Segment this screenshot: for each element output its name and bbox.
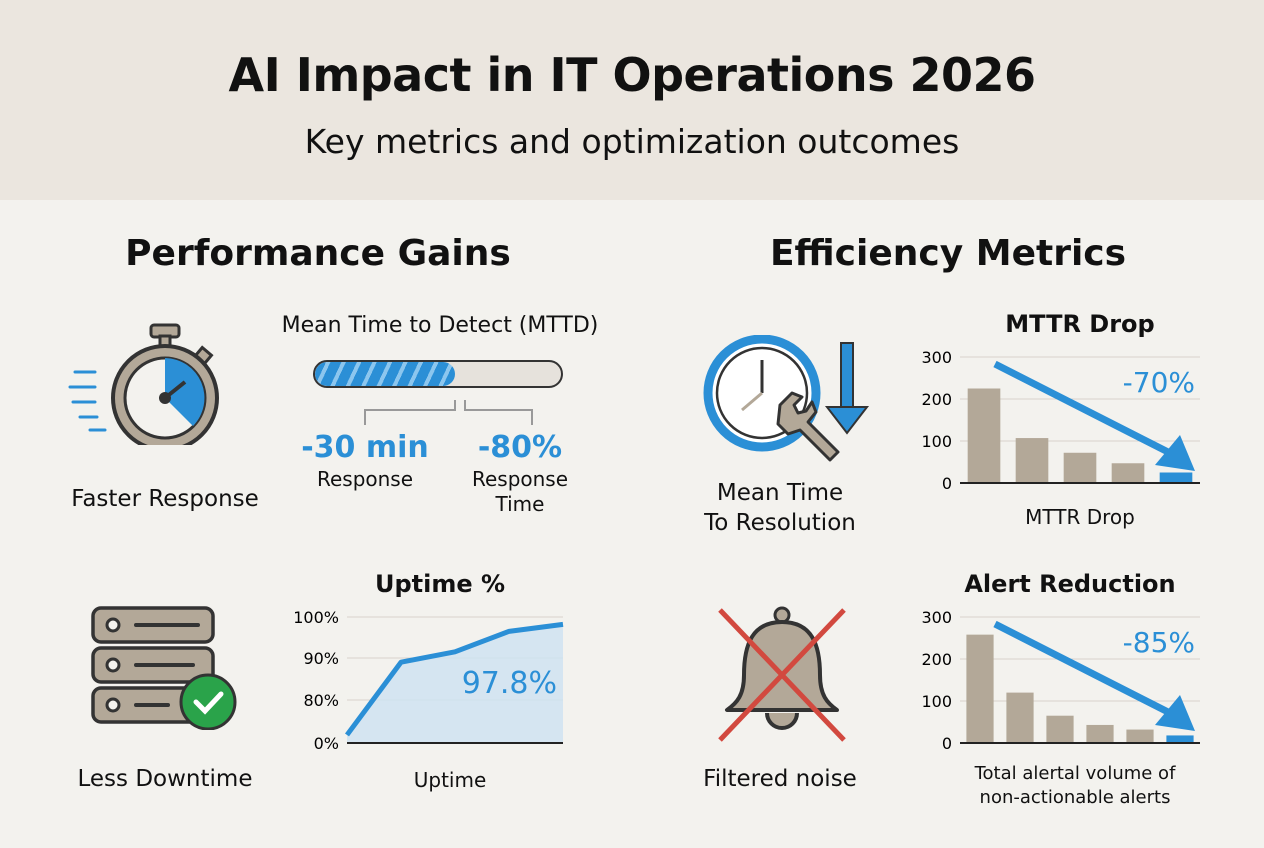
bar: [1166, 735, 1194, 743]
y-tick-label: 100%: [293, 608, 339, 627]
alert-xlabel: Total alertal volume of non-actionable al…: [940, 762, 1210, 810]
label-line: Mean Time: [716, 480, 844, 506]
bar: [967, 388, 1001, 483]
y-tick-label: 90%: [303, 649, 339, 668]
uptime-annotation: 97.8%: [462, 666, 557, 701]
mttd-stat-percent-label: Response Time: [445, 467, 595, 517]
mttr-xlabel: MTTR Drop: [1025, 505, 1135, 529]
stopwatch-icon: [68, 323, 219, 445]
uptime-xlabel: Uptime: [413, 768, 487, 792]
clock-wrench-down-arrow-icon: [703, 335, 870, 462]
mttd-progress-fill: [315, 362, 456, 386]
uptime-chart: 0% 80% 90% 100% 97.8%: [293, 608, 564, 753]
mttd-stat-minutes-label: Response: [316, 467, 414, 491]
y-tick-label: 0: [942, 734, 952, 753]
mttd-bracket: [364, 400, 533, 425]
bar: [1046, 715, 1074, 743]
y-tick-label: 300: [921, 608, 952, 627]
percent-annotation: -70%: [1123, 366, 1195, 399]
trend-arrow-head: [1155, 695, 1195, 731]
bar: [1111, 463, 1145, 483]
mttr-icon-label: Mean Time To Resolution: [680, 478, 880, 538]
uptime-area: [347, 624, 563, 743]
bell-crossed-icon: [718, 606, 846, 742]
section-heading-efficiency: Efficiency Metrics: [769, 233, 1127, 274]
percent-annotation: -85%: [1123, 626, 1195, 659]
bar: [1006, 692, 1034, 743]
header-band: [0, 0, 1264, 200]
uptime-line: [344, 621, 564, 737]
y-tick-label: 300: [921, 348, 952, 367]
filtered-noise-label: Filtered noise: [703, 766, 857, 792]
bar: [1015, 438, 1049, 483]
y-tick-label: 200: [921, 650, 952, 669]
page-title: AI Impact in IT Operations 2026: [228, 48, 1036, 102]
label-line: Total alertal volume of: [974, 763, 1176, 784]
bar: [1159, 472, 1193, 483]
less-downtime-label: Less Downtime: [77, 766, 253, 792]
server-check-icon: [91, 606, 237, 730]
bar: [1126, 729, 1154, 743]
page-subtitle: Key metrics and optimization outcomes: [304, 122, 960, 161]
bar: [1063, 452, 1097, 483]
trend-arrow-shaft: [993, 360, 1172, 457]
trend-arrow-shaft: [993, 620, 1172, 717]
label-line: To Resolution: [704, 510, 856, 536]
section-heading-performance: Performance Gains: [125, 233, 511, 274]
bar: [966, 634, 994, 743]
mttd-progress-bar: [313, 360, 563, 388]
y-tick-label: 100: [921, 432, 952, 451]
bar: [1086, 724, 1114, 743]
y-tick-label: 0: [942, 474, 952, 493]
mttd-title: Mean Time to Detect (MTTD): [281, 313, 599, 338]
alert-chart-title: Alert Reduction: [964, 570, 1176, 598]
y-tick-label: 80%: [303, 691, 339, 710]
uptime-chart-title: Uptime %: [374, 570, 506, 598]
trend-arrow-head: [1155, 435, 1195, 471]
mttd-stat-percent: -80%: [477, 430, 563, 465]
y-tick-label: 200: [921, 390, 952, 409]
label-line: Response: [471, 467, 569, 491]
mttd-stat-minutes: -30 min: [301, 430, 429, 465]
label-line: Time: [495, 492, 545, 516]
y-tick-label: 100: [921, 692, 952, 711]
faster-response-label: Faster Response: [71, 486, 259, 512]
mttr-chart-title: MTTR Drop: [1005, 310, 1155, 338]
label-line: non-actionable alerts: [979, 787, 1171, 808]
alert-chart: 0 100 200 300 -85%: [921, 608, 1200, 753]
mttr-chart: 0 100 200 300 -70%: [921, 348, 1200, 493]
y-tick-label: 0%: [314, 734, 339, 753]
